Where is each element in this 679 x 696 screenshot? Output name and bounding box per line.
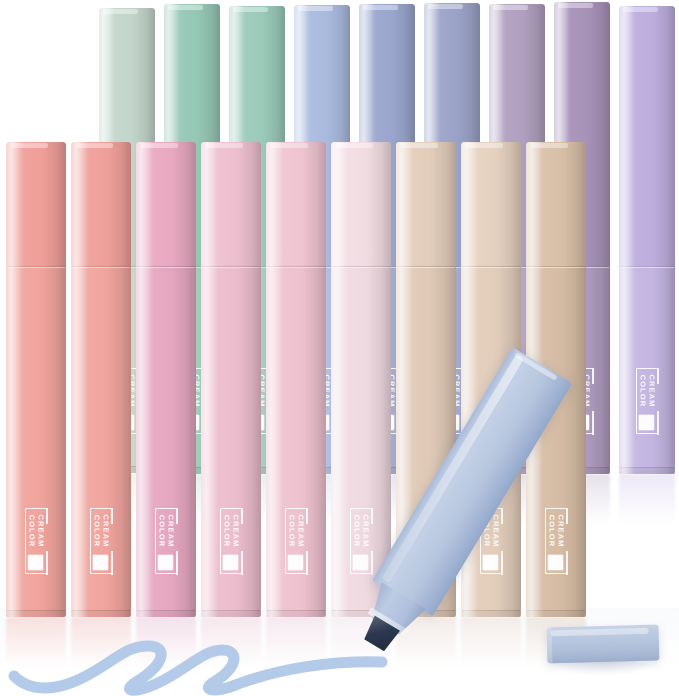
pen-cap — [266, 142, 326, 266]
pen-cap — [331, 142, 391, 266]
pen-cap — [619, 6, 675, 266]
cap-left-edge — [546, 627, 553, 664]
pen-barrel — [136, 266, 196, 617]
pen-reflection — [136, 617, 196, 675]
pen-barrel — [6, 266, 66, 617]
pen-barrel — [266, 266, 326, 617]
loose-cap-shadow — [552, 660, 656, 676]
pen-coral-pink[interactable]: CREAM COLOR — [6, 142, 66, 617]
pen-cap — [136, 142, 196, 266]
cap-top-highlight — [550, 627, 649, 637]
pen-cap — [6, 142, 66, 266]
pen-pale-pink[interactable]: CREAM COLOR — [331, 142, 391, 617]
pen-rose-pink[interactable]: CREAM COLOR — [136, 142, 196, 617]
pen-reflection — [6, 617, 66, 675]
pen-cap — [461, 142, 521, 266]
pen-cap — [526, 142, 586, 266]
pen-barrel — [201, 266, 261, 617]
pen-baby-pink[interactable]: CREAM COLOR — [266, 142, 326, 617]
pen-reflection — [619, 474, 675, 532]
pen-barrel — [619, 266, 675, 474]
pen-reflection — [461, 617, 521, 675]
pen-barrel — [71, 266, 131, 617]
pen-cap — [71, 142, 131, 266]
pen-reflection — [201, 617, 261, 675]
pen-reflection — [266, 617, 326, 675]
pen-reflection — [71, 617, 131, 675]
highlighter-squiggle — [8, 640, 388, 696]
pen-blush-pink[interactable]: CREAM COLOR — [201, 142, 261, 617]
pen-cap — [396, 142, 456, 266]
pen-light-violet[interactable]: CREAM COLOR — [619, 6, 675, 474]
pen-cap — [201, 142, 261, 266]
detached-cap[interactable] — [546, 624, 660, 664]
pen-salmon-pink[interactable]: CREAM COLOR — [71, 142, 131, 617]
